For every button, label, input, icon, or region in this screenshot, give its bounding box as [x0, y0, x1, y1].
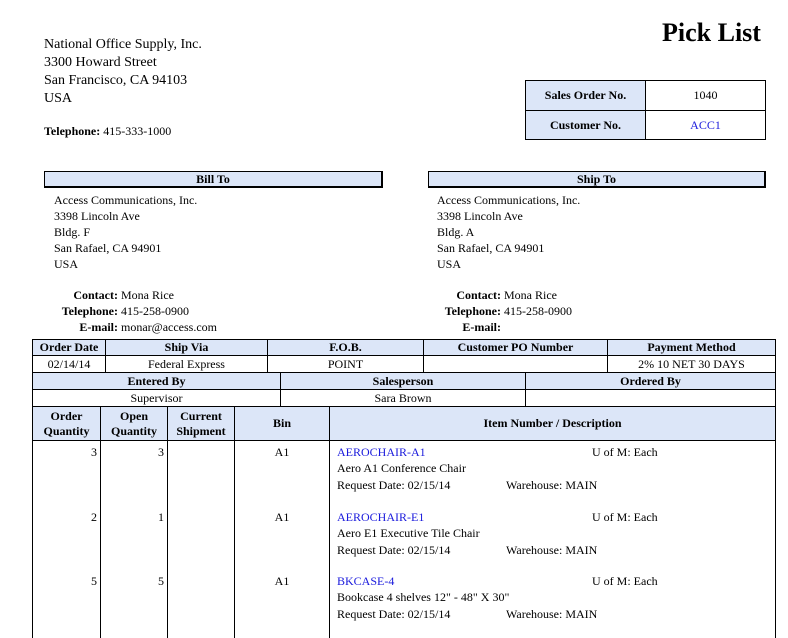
company-country: USA	[44, 91, 73, 106]
warehouse: Warehouse: MAIN	[506, 607, 598, 621]
ship-to-telephone: 415-258-0900	[504, 304, 572, 318]
request-date: Request Date: 02/15/14	[337, 542, 451, 557]
customer-no-label: Customer No.	[525, 110, 646, 140]
ship-to-contact: Mona Rice	[504, 288, 557, 302]
order-quantity: 2	[91, 509, 97, 524]
address-line: 3398 Lincoln Ave	[54, 209, 140, 223]
payment-method-value: 2% 10 NET 30 DAYS	[607, 355, 776, 373]
ship-to-contact-label: Contact:	[456, 288, 501, 302]
unit-of-measure: U of M: Each	[592, 509, 658, 524]
entered-by-value: Supervisor	[32, 389, 281, 407]
item-description: Aero A1 Conference Chair	[337, 461, 466, 475]
company-street: 3300 Howard Street	[44, 55, 157, 70]
order-date-value: 02/14/14	[32, 355, 106, 373]
ship-to-heading: Ship To	[428, 171, 766, 188]
bill-to-telephone: 415-258-0900	[121, 304, 189, 318]
customer-po-value	[423, 355, 608, 373]
open-quantity: 1	[158, 509, 164, 524]
bill-to-contact: Mona Rice	[121, 288, 174, 302]
open-quantity-header: Open Quantity	[100, 406, 168, 441]
item-description: Bookcase 4 shelves 12" - 48" X 30"	[337, 590, 510, 604]
fob-value: POINT	[267, 355, 424, 373]
salesperson-header: Salesperson	[280, 372, 526, 390]
ship-via-header: Ship Via	[105, 339, 268, 356]
bin: A1	[274, 509, 290, 524]
ship-to-telephone-label: Telephone:	[444, 304, 501, 318]
warehouse: Warehouse: MAIN	[506, 478, 598, 492]
company-name: National Office Supply, Inc.	[44, 37, 202, 52]
open-quantity: 3	[158, 445, 164, 459]
address-line: USA	[54, 257, 79, 271]
company-city: San Francisco, CA 94103	[44, 73, 188, 88]
bin-header: Bin	[234, 406, 330, 441]
ship-to-address: Access Communications, Inc. 3398 Lincoln…	[437, 192, 580, 272]
open-quantity: 5	[158, 574, 164, 588]
item-number-link[interactable]: BKCASE-4	[337, 574, 395, 588]
address-line: Access Communications, Inc.	[437, 193, 581, 207]
unit-of-measure: U of M: Each	[592, 445, 658, 459]
document-title: Pick List	[662, 18, 761, 47]
address-line: 3398 Lincoln Ave	[437, 209, 523, 223]
telephone-value: 415-333-1000	[103, 124, 172, 138]
request-date: Request Date: 02/15/14	[337, 478, 451, 492]
address-line: USA	[437, 257, 462, 271]
salesperson-value: Sara Brown	[280, 389, 526, 407]
order-quantity: 3	[91, 445, 97, 459]
bill-to-heading: Bill To	[44, 171, 383, 188]
ordered-by-header: Ordered By	[525, 372, 776, 390]
bin: A1	[274, 445, 290, 459]
bill-to-telephone-label: Telephone:	[61, 304, 118, 318]
customer-no-value[interactable]: ACC1	[645, 110, 766, 140]
item-description-header: Item Number / Description	[329, 406, 776, 441]
telephone-label: Telephone:	[44, 124, 101, 138]
ship-via-value: Federal Express	[105, 355, 268, 373]
item-number-link[interactable]: AEROCHAIR-E1	[337, 509, 425, 524]
customer-po-header: Customer PO Number	[423, 339, 608, 356]
ship-to-email-label: E-mail:	[462, 320, 501, 334]
warehouse: Warehouse: MAIN	[506, 542, 598, 557]
bill-to-contact-label: Contact:	[73, 288, 118, 302]
item-description: Aero E1 Executive Tile Chair	[337, 525, 480, 540]
payment-method-header: Payment Method	[607, 339, 776, 356]
company-telephone: Telephone: 415-333-1000	[44, 124, 171, 139]
address-line: Access Communications, Inc.	[54, 193, 198, 207]
entered-by-header: Entered By	[32, 372, 281, 390]
order-quantity-header: Order Quantity	[32, 406, 101, 441]
unit-of-measure: U of M: Each	[592, 574, 658, 588]
address-line: San Rafael, CA 94901	[437, 241, 545, 255]
address-line: Bldg. A	[437, 225, 475, 239]
bin: A1	[274, 574, 290, 588]
sales-order-value: 1040	[645, 80, 766, 111]
item-number-link[interactable]: AEROCHAIR-A1	[337, 445, 426, 459]
address-line: San Rafael, CA 94901	[54, 241, 162, 255]
bill-to-email: monar@access.com	[121, 320, 218, 334]
ordered-by-value	[525, 389, 776, 407]
sales-order-label: Sales Order No.	[525, 80, 646, 111]
fob-header: F.O.B.	[267, 339, 424, 356]
current-shipment-header: Current Shipment	[167, 406, 235, 441]
bill-to-email-label: E-mail:	[79, 320, 118, 334]
address-line: Bldg. F	[54, 225, 91, 239]
order-quantity: 5	[91, 574, 97, 588]
request-date: Request Date: 02/15/14	[337, 607, 451, 621]
bill-to-address: Access Communications, Inc. 3398 Lincoln…	[54, 192, 197, 272]
order-date-header: Order Date	[32, 339, 106, 356]
